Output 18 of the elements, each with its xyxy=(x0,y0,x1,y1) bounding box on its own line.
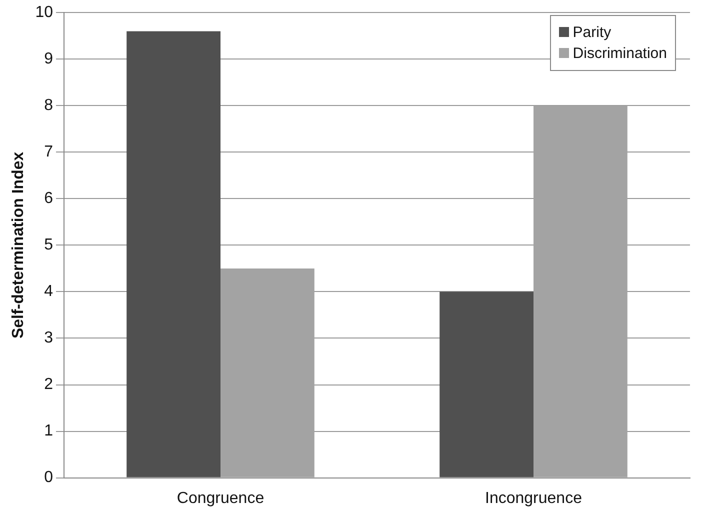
y-tick-label: 0 xyxy=(44,469,54,486)
legend-label: Discrimination xyxy=(572,44,667,62)
y-tick-label: 4 xyxy=(44,283,54,300)
y-tick-label: 8 xyxy=(44,97,54,114)
y-tick-label: 10 xyxy=(35,4,54,22)
y-tick-label: 6 xyxy=(44,190,54,208)
x-tick-label: Incongruence xyxy=(485,490,582,507)
y-tick-label: 5 xyxy=(44,236,54,254)
bar xyxy=(440,292,534,478)
legend-label: Parity xyxy=(572,24,612,41)
y-tick-label: 1 xyxy=(44,422,54,440)
y-tick-label: 7 xyxy=(44,144,54,161)
y-tick-label: 3 xyxy=(44,330,54,347)
x-tick-label: Congruence xyxy=(176,490,264,507)
bar xyxy=(126,31,220,478)
y-axis-title: Self-determination Index xyxy=(10,152,28,339)
y-tick-label: 2 xyxy=(44,376,54,394)
y-tick-label: 9 xyxy=(44,50,54,68)
